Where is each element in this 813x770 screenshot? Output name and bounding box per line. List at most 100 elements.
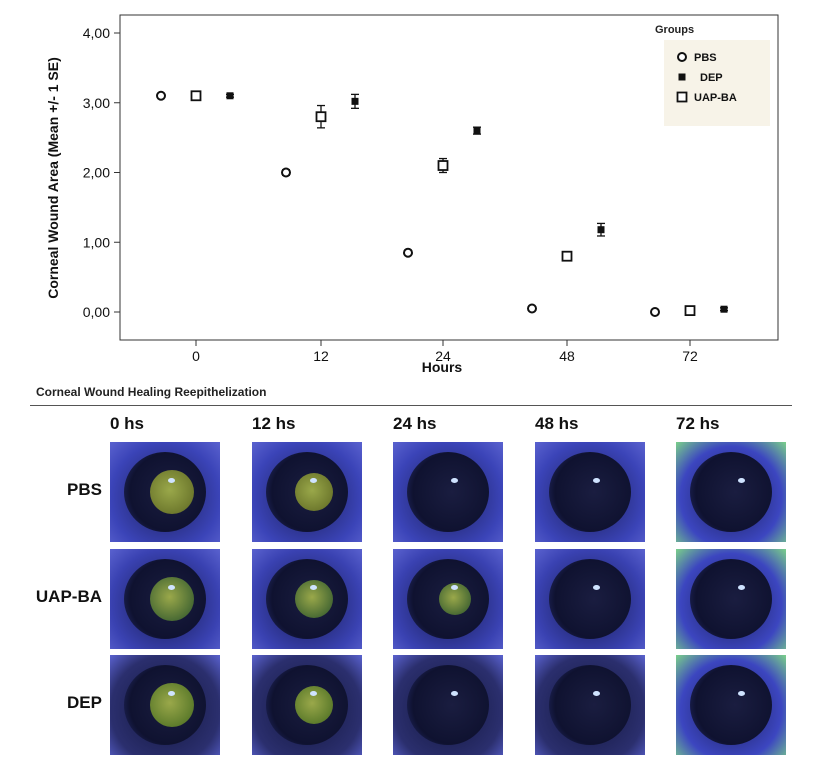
- x-tick-label: 12: [313, 348, 329, 364]
- point-uap-ba-48: [561, 250, 573, 262]
- point-dep-48: [597, 222, 605, 237]
- y-tick-label: 4,00: [83, 25, 110, 41]
- legend-title: Groups: [655, 24, 694, 36]
- point-uap-ba-12: [315, 104, 327, 129]
- marker-dep: [473, 127, 481, 135]
- light-reflection: [593, 478, 600, 483]
- marker-dep: [226, 92, 234, 100]
- marker-uap-ba: [561, 250, 573, 262]
- point-dep-12: [351, 93, 359, 109]
- light-reflection: [168, 478, 175, 483]
- cornea-photo: [676, 549, 786, 649]
- y-tick-label: 1,00: [83, 234, 110, 250]
- y-axis-label: Corneal Wound Area (Mean +/- 1 SE): [45, 57, 61, 299]
- column-header: 48 hs: [535, 414, 579, 433]
- row-header: DEP: [67, 693, 102, 712]
- cornea-photo: [535, 655, 645, 755]
- x-axis-label: Hours: [422, 359, 463, 375]
- x-tick-label: 72: [682, 348, 698, 364]
- y-axis: 0,00 1,00 2,00 3,00 4,00: [83, 25, 120, 320]
- light-reflection: [738, 585, 745, 590]
- legend-marker-uap-ba: [676, 91, 688, 103]
- eye-globe: [407, 452, 489, 532]
- wound-stain: [150, 683, 194, 727]
- marker-dep: [597, 226, 605, 234]
- light-reflection: [593, 585, 600, 590]
- point-uap-ba-0: [190, 90, 202, 102]
- row-header: PBS: [67, 480, 102, 499]
- point-pbs-12: [281, 167, 291, 178]
- x-axis: 0 12 24 48 72: [192, 340, 698, 364]
- point-dep-0: [226, 92, 234, 100]
- column-header: 12 hs: [252, 414, 296, 433]
- point-pbs-72: [650, 307, 660, 317]
- marker-uap-ba: [315, 111, 327, 123]
- eye-globe: [407, 665, 489, 745]
- cornea-photo: [110, 655, 220, 755]
- point-dep-72: [720, 305, 728, 313]
- eye-globe: [549, 665, 631, 745]
- cornea-photo: [676, 442, 786, 542]
- marker-pbs: [527, 303, 537, 314]
- eye-globe: [690, 665, 772, 745]
- x-tick-label: 0: [192, 348, 200, 364]
- divider: [30, 405, 792, 406]
- cornea-photo: [252, 549, 362, 649]
- x-tick-label: 48: [559, 348, 575, 364]
- marker-pbs: [156, 90, 166, 101]
- y-tick-label: 2,00: [83, 165, 110, 181]
- legend-label-pbs: PBS: [694, 52, 717, 64]
- wound-area-chart: 0,00 1,00 2,00 3,00 4,00 0 12 24 48 72 Corneal W…: [45, 14, 779, 375]
- marker-uap-ba: [437, 160, 449, 171]
- point-pbs-0: [156, 90, 166, 101]
- light-reflection: [168, 691, 175, 696]
- light-reflection: [451, 691, 458, 696]
- legend-label-uap-ba: UAP-BA: [694, 92, 737, 104]
- wound-stain: [150, 470, 194, 514]
- y-tick-label: 3,00: [83, 95, 110, 111]
- marker-pbs: [281, 167, 291, 178]
- marker-pbs: [650, 307, 660, 317]
- light-reflection: [168, 585, 175, 590]
- cornea-photo: [393, 655, 503, 755]
- column-header: 0 hs: [110, 414, 145, 433]
- legend-label-dep: DEP: [700, 72, 723, 84]
- light-reflection: [310, 478, 317, 483]
- data-marks: [156, 90, 728, 317]
- point-uap-ba-24: [437, 157, 449, 174]
- point-dep-24: [473, 126, 481, 135]
- legend-marker-dep: [678, 73, 686, 81]
- y-tick-label: 0,00: [83, 304, 110, 320]
- marker-uap-ba: [684, 305, 696, 317]
- light-reflection: [451, 585, 458, 590]
- wound-stain: [150, 577, 194, 621]
- cornea-photo: [110, 549, 220, 649]
- light-reflection: [451, 478, 458, 483]
- eye-globe: [690, 452, 772, 532]
- point-pbs-24: [403, 247, 413, 258]
- light-reflection: [738, 478, 745, 483]
- marker-dep: [351, 97, 359, 105]
- light-reflection: [310, 585, 317, 590]
- light-reflection: [310, 691, 317, 696]
- eye-globe: [549, 452, 631, 532]
- column-header: 72 hs: [676, 414, 720, 433]
- column-header: 24 hs: [393, 414, 437, 433]
- cornea-photo: [393, 549, 503, 649]
- legend: Groups PBS DEP UAP-BA: [655, 24, 770, 126]
- row-header: UAP-BA: [35, 587, 102, 606]
- cornea-photo: [535, 549, 645, 649]
- cornea-photo: [393, 442, 503, 542]
- cornea-photo: [110, 442, 220, 542]
- cornea-photo: [676, 655, 786, 755]
- cornea-photo: [252, 655, 362, 755]
- light-reflection: [593, 691, 600, 696]
- eye-globe: [549, 559, 631, 639]
- cornea-photo: [252, 442, 362, 542]
- cornea-photo: [535, 442, 645, 542]
- marker-uap-ba: [190, 90, 202, 102]
- eye-globe: [690, 559, 772, 639]
- light-reflection: [738, 691, 745, 696]
- marker-pbs: [403, 247, 413, 258]
- marker-dep: [720, 305, 728, 313]
